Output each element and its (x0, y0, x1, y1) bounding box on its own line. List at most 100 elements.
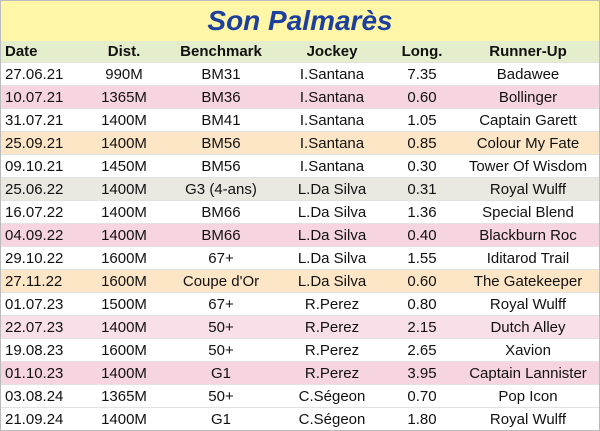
cell: Royal Wulff (489, 411, 567, 428)
cell: 3.95 (407, 365, 437, 382)
cell: I.Santana (299, 89, 365, 106)
table-row: 04.09.22 1400M BM66 L.Da Silva 0.40 Blackburn… (1, 224, 599, 247)
column-header: Date (5, 43, 38, 60)
table-row: 27.06.21 990M BM31 I.Santana 7.35 Badawee (1, 63, 599, 86)
cell: I.Santana (299, 158, 365, 175)
cell: 01.07.23 (5, 296, 64, 313)
cell: C.Ségeon (298, 411, 366, 428)
table-row: 19.08.23 1600M 50+ R.Perez 2.65 Xavion (1, 339, 599, 362)
cell: G1 (210, 365, 231, 382)
column-header: Jockey (306, 43, 358, 60)
cell: 0.40 (407, 227, 437, 244)
cell: 990M (105, 66, 143, 83)
cell: BM56 (201, 158, 241, 175)
cell: 21.09.24 (5, 411, 64, 428)
cell: 0.80 (407, 296, 437, 313)
table-row: 27.11.22 1600M Coupe d'Or L.Da Silva 0.60 The… (1, 270, 599, 293)
cell: C.Ségeon (298, 388, 366, 405)
cell: 25.09.21 (5, 135, 64, 152)
cell: 22.07.23 (5, 319, 64, 336)
cell: BM31 (201, 66, 241, 83)
cell: The Gatekeeper (473, 273, 583, 290)
cell: I.Santana (299, 135, 365, 152)
cell: 1.80 (407, 411, 437, 428)
cell: 10.07.21 (5, 89, 64, 106)
table-row: 01.07.23 1500M 67+ R.Perez 0.80 Royal Wulff (1, 293, 599, 316)
cell: G1 (210, 411, 231, 428)
cell: Coupe d'Or (182, 273, 260, 290)
cell: L.Da Silva (297, 204, 367, 221)
table-row: 22.07.23 1400M 50+ R.Perez 2.15 Dutch Alley (1, 316, 599, 339)
cell: 1400M (101, 112, 147, 129)
cell: L.Da Silva (297, 250, 367, 267)
cell: G3 (4-ans) (185, 181, 257, 198)
cell: 7.35 (407, 66, 437, 83)
cell: 1400M (101, 365, 147, 382)
cell: L.Da Silva (297, 273, 367, 290)
cell: 1.55 (407, 250, 437, 267)
table-row: 21.09.24 1400M G1 C.Ségeon 1.80 Royal Wulff (1, 408, 599, 430)
cell: L.Da Silva (297, 227, 367, 244)
header-row: Date Dist. Benchmark Jockey Long. Runner-Up (1, 41, 599, 63)
cell: 1600M (101, 342, 147, 359)
cell: 29.10.22 (5, 250, 64, 267)
cell: R.Perez (304, 296, 360, 313)
column-header: Long. (401, 43, 443, 60)
cell: BM41 (201, 112, 241, 129)
cell: Tower Of Wisdom (468, 158, 588, 175)
cell: 67+ (208, 250, 234, 267)
cell: Pop Icon (498, 388, 558, 405)
cell: Iditarod Trail (486, 250, 570, 267)
cell: Colour My Fate (476, 135, 580, 152)
table-row: 29.10.22 1600M 67+ L.Da Silva 1.55 Iditarod T… (1, 247, 599, 270)
cell: 03.08.24 (5, 388, 64, 405)
table-row: 10.07.21 1365M BM36 I.Santana 0.60 Bollinger (1, 86, 599, 109)
cell: Xavion (505, 342, 551, 359)
cell: 1450M (101, 158, 147, 175)
cell: 0.60 (407, 89, 437, 106)
cell: 2.65 (407, 342, 437, 359)
title: Son Palmarès (1, 1, 599, 41)
table-row: 03.08.24 1365M 50+ C.Ségeon 0.70 Pop Icon (1, 385, 599, 408)
cell: 1500M (101, 296, 147, 313)
cell: R.Perez (304, 319, 360, 336)
cell: 0.70 (407, 388, 437, 405)
cell: Blackburn Roc (479, 227, 577, 244)
cell: BM66 (201, 227, 241, 244)
cell: BM66 (201, 204, 241, 221)
cell: R.Perez (304, 342, 360, 359)
cell: BM36 (201, 89, 241, 106)
cell: BM56 (201, 135, 241, 152)
cell: 1.36 (407, 204, 437, 221)
cell: 50+ (208, 342, 234, 359)
table-row: 16.07.22 1400M BM66 L.Da Silva 1.36 Special B… (1, 201, 599, 224)
cell: Bollinger (498, 89, 558, 106)
cell: 27.11.22 (5, 273, 63, 290)
cell: Captain Garett (479, 112, 577, 129)
cell: 04.09.22 (5, 227, 64, 244)
cell: 0.60 (407, 273, 437, 290)
cell: 0.30 (407, 158, 437, 175)
table-row: 25.09.21 1400M BM56 I.Santana 0.85 Colour My … (1, 132, 599, 155)
cell: R.Perez (304, 365, 360, 382)
cell: 01.10.23 (5, 365, 64, 382)
cell: 25.06.22 (5, 181, 64, 198)
column-header: Benchmark (180, 43, 262, 60)
cell: 31.07.21 (5, 112, 64, 129)
cell: I.Santana (299, 112, 365, 129)
cell: 1365M (101, 89, 147, 106)
cell: 1400M (101, 135, 147, 152)
cell: 09.10.21 (5, 158, 64, 175)
cell: 2.15 (407, 319, 437, 336)
table-row: 01.10.23 1400M G1 R.Perez 3.95 Captain Lannis… (1, 362, 599, 385)
table-row: 25.06.22 1400M G3 (4-ans) L.Da Silva 0.31 Roy… (1, 178, 599, 201)
cell: Badawee (496, 66, 560, 83)
cell: 1400M (101, 227, 147, 244)
cell: 1400M (101, 181, 147, 198)
table-row: 09.10.21 1450M BM56 I.Santana 0.30 Tower Of W… (1, 155, 599, 178)
cell: L.Da Silva (297, 181, 367, 198)
column-header: Dist. (107, 43, 141, 60)
cell: I.Santana (299, 66, 365, 83)
column-header: Runner-Up (489, 43, 567, 60)
